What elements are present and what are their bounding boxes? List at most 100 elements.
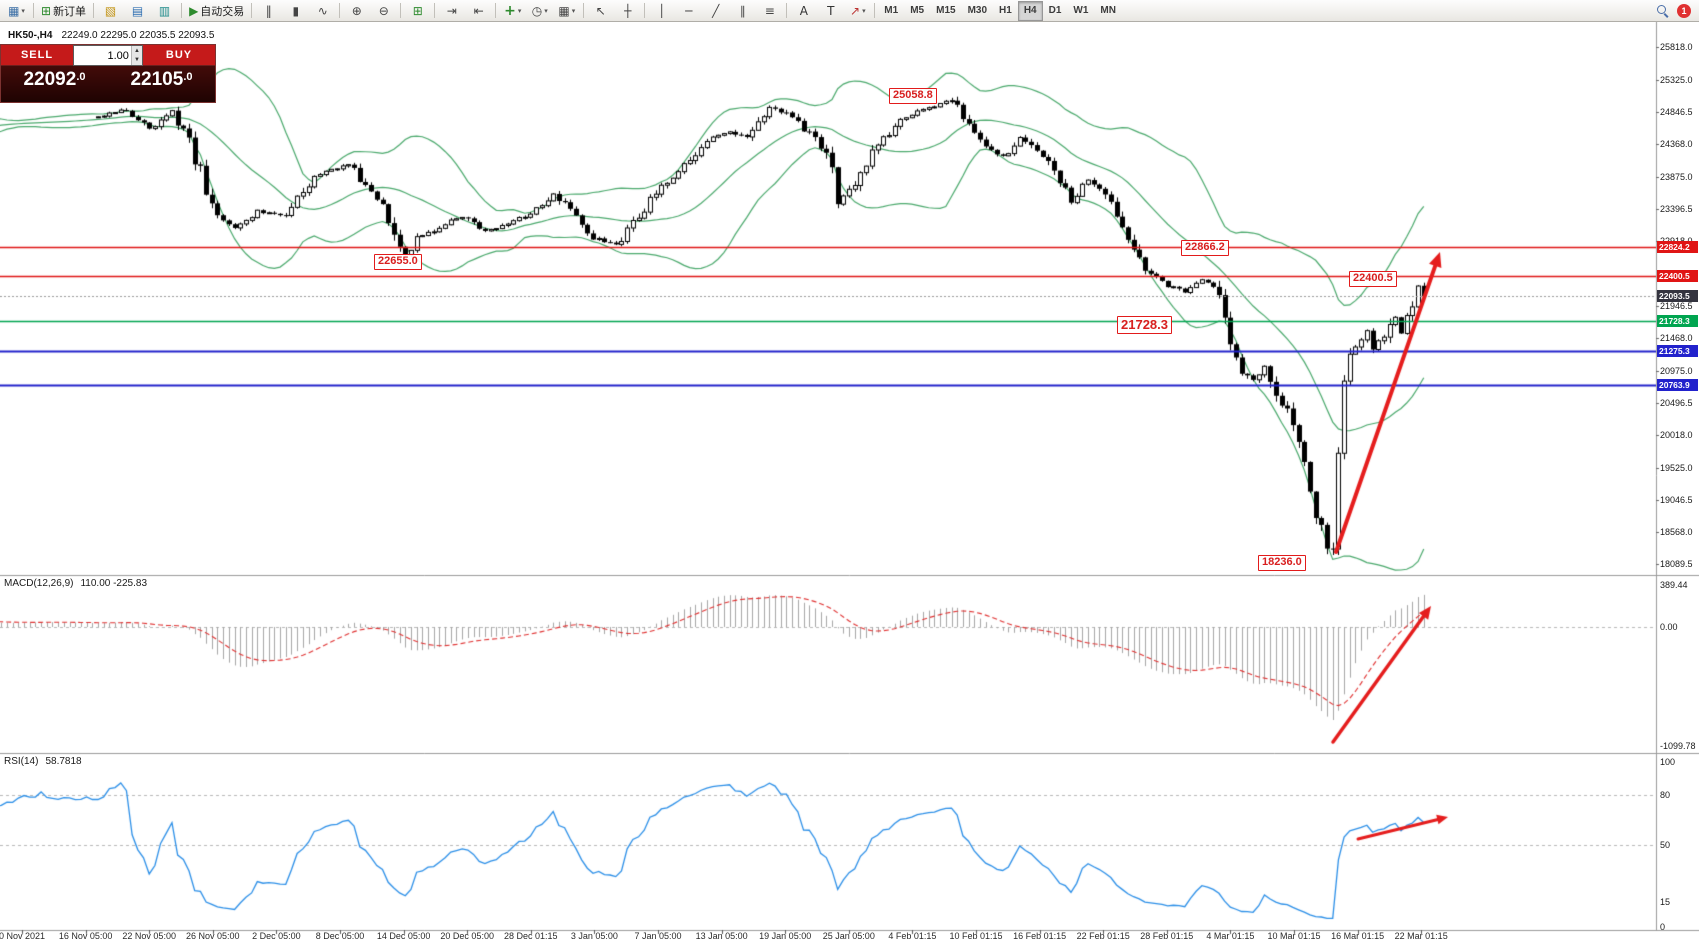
main-toolbar: ▦ ▾ ⊞ 新订单 ▧ ▤ ▥ ▶ 自动交易 ‖ ▮ ∿ ⊕ ⊖ ⊞ ⇥ ⇤ + ▾ ◷ ▾ ▦ ▾ ↖ ┼ │ ─ ╱ ∥ ≡ A T ↗ ▾ M… xyxy=(0,0,1699,22)
strategy-tester-button[interactable]: ▧ xyxy=(97,1,124,21)
time-axis-label: 2 Dec 05:00 xyxy=(252,931,301,941)
channel-button[interactable]: ∥ xyxy=(729,1,756,21)
price-line-tag: 21728.3 xyxy=(1657,314,1698,327)
time-axis-label: 22 Mar 01:15 xyxy=(1394,931,1448,941)
volume-stepper: ▲ ▼ xyxy=(130,46,142,65)
candlestick-chart-icon: ▮ xyxy=(292,3,300,18)
buy-price-main: 22105 xyxy=(130,69,184,90)
time-axis-label: 16 Feb 01:15 xyxy=(1013,931,1067,941)
data-window-button[interactable]: ▥ xyxy=(151,1,178,21)
buy-button[interactable]: BUY xyxy=(143,45,215,66)
trendline-button[interactable]: ╱ xyxy=(702,1,729,21)
macd-axis-tick: -1099.78 xyxy=(1660,741,1696,751)
market-watch-button[interactable]: ▤ xyxy=(124,1,151,21)
new-order-icon: ⊞ xyxy=(41,3,52,18)
time-axis-label: 19 Jan 05:00 xyxy=(759,931,812,941)
volume-down-icon[interactable]: ▼ xyxy=(131,55,142,65)
text-label-button[interactable]: T xyxy=(817,1,844,21)
price-line-tag: 22400.5 xyxy=(1657,269,1698,282)
toolbar-separator xyxy=(339,3,341,18)
new-order-button[interactable]: ⊞ 新订单 xyxy=(37,1,90,21)
time-axis-label: 16 Nov 05:00 xyxy=(58,931,113,941)
symbol-info: HK50-,H4 22249.0 22295.0 22035.5 22093.5 xyxy=(8,30,214,41)
timeframe-w1[interactable]: W1 xyxy=(1073,5,1089,16)
symbol-name: HK50-,H4 xyxy=(8,30,53,41)
auto-scroll-button[interactable]: ⇥ xyxy=(438,1,465,21)
volume-field: ▲ ▼ xyxy=(73,45,143,66)
new-order-button-label: 新订单 xyxy=(53,5,87,18)
price-axis-tick: 18568.0 xyxy=(1660,526,1693,537)
autotrading-button[interactable]: ▶ 自动交易 xyxy=(185,1,248,21)
toolbar-separator xyxy=(786,3,788,18)
rsi-panel-label: RSI(14) 58.7818 xyxy=(4,756,82,767)
rsi-value: 58.7818 xyxy=(45,756,82,767)
rsi-axis-tick: 0 xyxy=(1660,922,1666,932)
price-annotation-label: 22866.2 xyxy=(1181,240,1229,256)
fibonacci-button[interactable]: ≡ xyxy=(756,1,783,21)
cursor-button[interactable]: ↖ xyxy=(587,1,614,21)
templates-button[interactable]: ▦ ▾ xyxy=(553,1,580,21)
notification-badge[interactable]: 1 xyxy=(1677,3,1691,18)
periods-button[interactable]: ◷ ▾ xyxy=(526,1,553,21)
tile-windows-button[interactable]: ⊞ xyxy=(404,1,431,21)
chevron-down-icon: ▾ xyxy=(517,7,522,15)
macd-panel-label: MACD(12,26,9) 110.00 -225.83 xyxy=(4,578,147,589)
sell-button[interactable]: SELL xyxy=(1,45,73,66)
price-axis-tick: 19046.5 xyxy=(1660,494,1693,505)
toolbar-separator xyxy=(583,3,585,18)
price-annotation-label: 18236.0 xyxy=(1258,555,1306,571)
timeframe-d1[interactable]: D1 xyxy=(1048,5,1062,16)
volume-up-icon[interactable]: ▲ xyxy=(131,46,142,56)
price-axis-tick: 19525.0 xyxy=(1660,462,1693,473)
crosshair-button[interactable]: ┼ xyxy=(614,1,641,21)
timeframe-h1[interactable]: H1 xyxy=(999,5,1012,16)
price-line-tag: 20763.9 xyxy=(1657,379,1698,392)
price-axis-tick: 25325.0 xyxy=(1660,74,1693,85)
vertical-line-icon: │ xyxy=(658,3,666,18)
timeframe-m5[interactable]: M5 xyxy=(910,5,925,16)
chart-shift-button[interactable]: ⇤ xyxy=(465,1,492,21)
timeframe-m15[interactable]: M15 xyxy=(936,5,956,16)
strategy-tester-icon: ▧ xyxy=(104,3,117,18)
rsi-axis-tick: 100 xyxy=(1660,757,1676,767)
time-axis-label: 20 Dec 05:00 xyxy=(440,931,494,941)
data-window-icon: ▥ xyxy=(158,3,171,18)
toolbar-right-group: 1 xyxy=(1656,3,1696,18)
time-axis-label: 4 Mar 01:15 xyxy=(1206,931,1255,941)
vertical-line-button[interactable]: │ xyxy=(648,1,675,21)
text-button[interactable]: A xyxy=(790,1,817,21)
new-chart-button[interactable]: ▦ ▾ xyxy=(3,1,30,21)
price-axis-tick: 23396.5 xyxy=(1660,203,1693,214)
new-chart-icon: ▦ xyxy=(8,3,20,18)
timeframe-m30[interactable]: M30 xyxy=(967,5,988,16)
timeframe-mn[interactable]: MN xyxy=(1100,5,1116,16)
line-chart-button[interactable]: ∿ xyxy=(309,1,336,21)
volume-input[interactable] xyxy=(74,46,131,65)
search-icon[interactable] xyxy=(1656,4,1669,17)
market-watch-icon: ▤ xyxy=(131,3,144,18)
price-axis-tick: 22918.0 xyxy=(1660,236,1693,246)
toolbar-separator xyxy=(93,3,95,18)
time-axis-label: 0 Nov 2021 xyxy=(0,931,46,941)
zoom-in-icon: ⊕ xyxy=(351,3,362,18)
time-axis-label: 10 Mar 01:15 xyxy=(1267,931,1321,941)
bar-chart-button[interactable]: ‖ xyxy=(255,1,282,21)
candlestick-chart-button[interactable]: ▮ xyxy=(282,1,309,21)
templates-icon: ▦ xyxy=(558,3,570,18)
buy-price[interactable]: 22105 .0 xyxy=(108,66,215,102)
time-axis-label: 28 Feb 01:15 xyxy=(1140,931,1194,941)
indicators-button[interactable]: + ▾ xyxy=(499,1,526,21)
horizontal-line-button[interactable]: ─ xyxy=(675,1,702,21)
zoom-out-button[interactable]: ⊖ xyxy=(370,1,397,21)
zoom-in-button[interactable]: ⊕ xyxy=(343,1,370,21)
time-axis-label: 22 Nov 05:00 xyxy=(122,931,176,941)
sell-price[interactable]: 22092 .0 xyxy=(1,66,108,102)
timeframe-h4[interactable]: H4 xyxy=(1017,0,1043,21)
trendline-icon: ╱ xyxy=(712,3,720,18)
line-chart-icon: ∿ xyxy=(317,3,328,18)
timeframe-m1[interactable]: M1 xyxy=(884,5,899,16)
rsi-axis-tick: 15 xyxy=(1660,897,1671,908)
arrows-button[interactable]: ↗ ▾ xyxy=(844,1,871,21)
